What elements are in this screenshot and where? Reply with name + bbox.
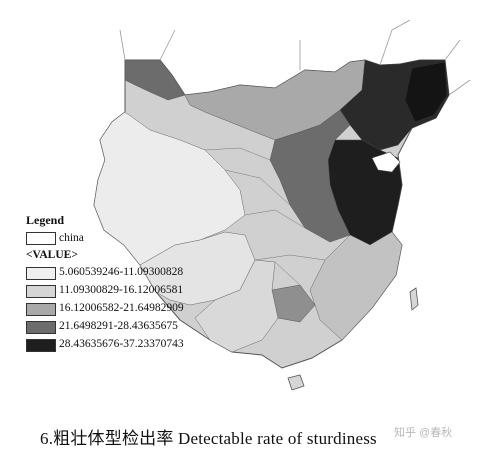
region-northeast-core bbox=[404, 61, 448, 123]
region-taiwan bbox=[409, 287, 419, 311]
legend-swatch bbox=[26, 232, 56, 245]
bohai-sea bbox=[371, 151, 401, 173]
province-boundaries bbox=[204, 147, 326, 286]
region-southeast bbox=[309, 231, 403, 341]
region-hainan bbox=[287, 374, 305, 391]
legend-label: 28.43635676-37.23370743 bbox=[59, 338, 184, 351]
neighbor-outline bbox=[119, 19, 471, 96]
legend-label: 5.060539246-11.09300828 bbox=[59, 266, 184, 279]
legend-label: 21.6498291-28.43635675 bbox=[59, 320, 178, 333]
legend: Legend china <VALUE> 5.060539246-11.0930… bbox=[26, 214, 184, 356]
legend-swatch bbox=[26, 284, 56, 298]
legend-label: 11.09300829-16.12006581 bbox=[59, 284, 184, 297]
watermark: 知乎 @春秋 bbox=[394, 427, 453, 439]
choropleth-map: Legend china <VALUE> 5.060539246-11.0930… bbox=[26, 19, 471, 391]
figure-caption: 6.粗壮体型检出率 Detectable rate of sturdiness bbox=[40, 429, 377, 448]
legend-item-class-4: 21.6498291-28.43635675 bbox=[26, 320, 184, 335]
legend-swatch bbox=[26, 320, 56, 334]
legend-title: Legend bbox=[26, 213, 65, 227]
legend-swatch bbox=[26, 266, 56, 280]
legend-label: china bbox=[59, 231, 84, 244]
legend-item-class-1: 5.060539246-11.09300828 bbox=[26, 266, 184, 281]
legend-swatch bbox=[26, 302, 56, 316]
legend-item-class-3: 16.12006582-21.64982909 bbox=[26, 302, 184, 317]
region-southwest bbox=[194, 259, 279, 353]
region-central-band bbox=[269, 109, 351, 243]
legend-swatch bbox=[26, 338, 56, 352]
legend-item-class-2: 11.09300829-16.12006581 bbox=[26, 284, 184, 299]
legend-label: 16.12006582-21.64982909 bbox=[59, 302, 184, 315]
region-northwest-cap bbox=[124, 59, 186, 101]
legend-field-label: <VALUE> bbox=[26, 249, 78, 261]
legend-item-china: china bbox=[26, 231, 184, 246]
legend-item-class-5: 28.43635676-37.23370743 bbox=[26, 338, 184, 353]
